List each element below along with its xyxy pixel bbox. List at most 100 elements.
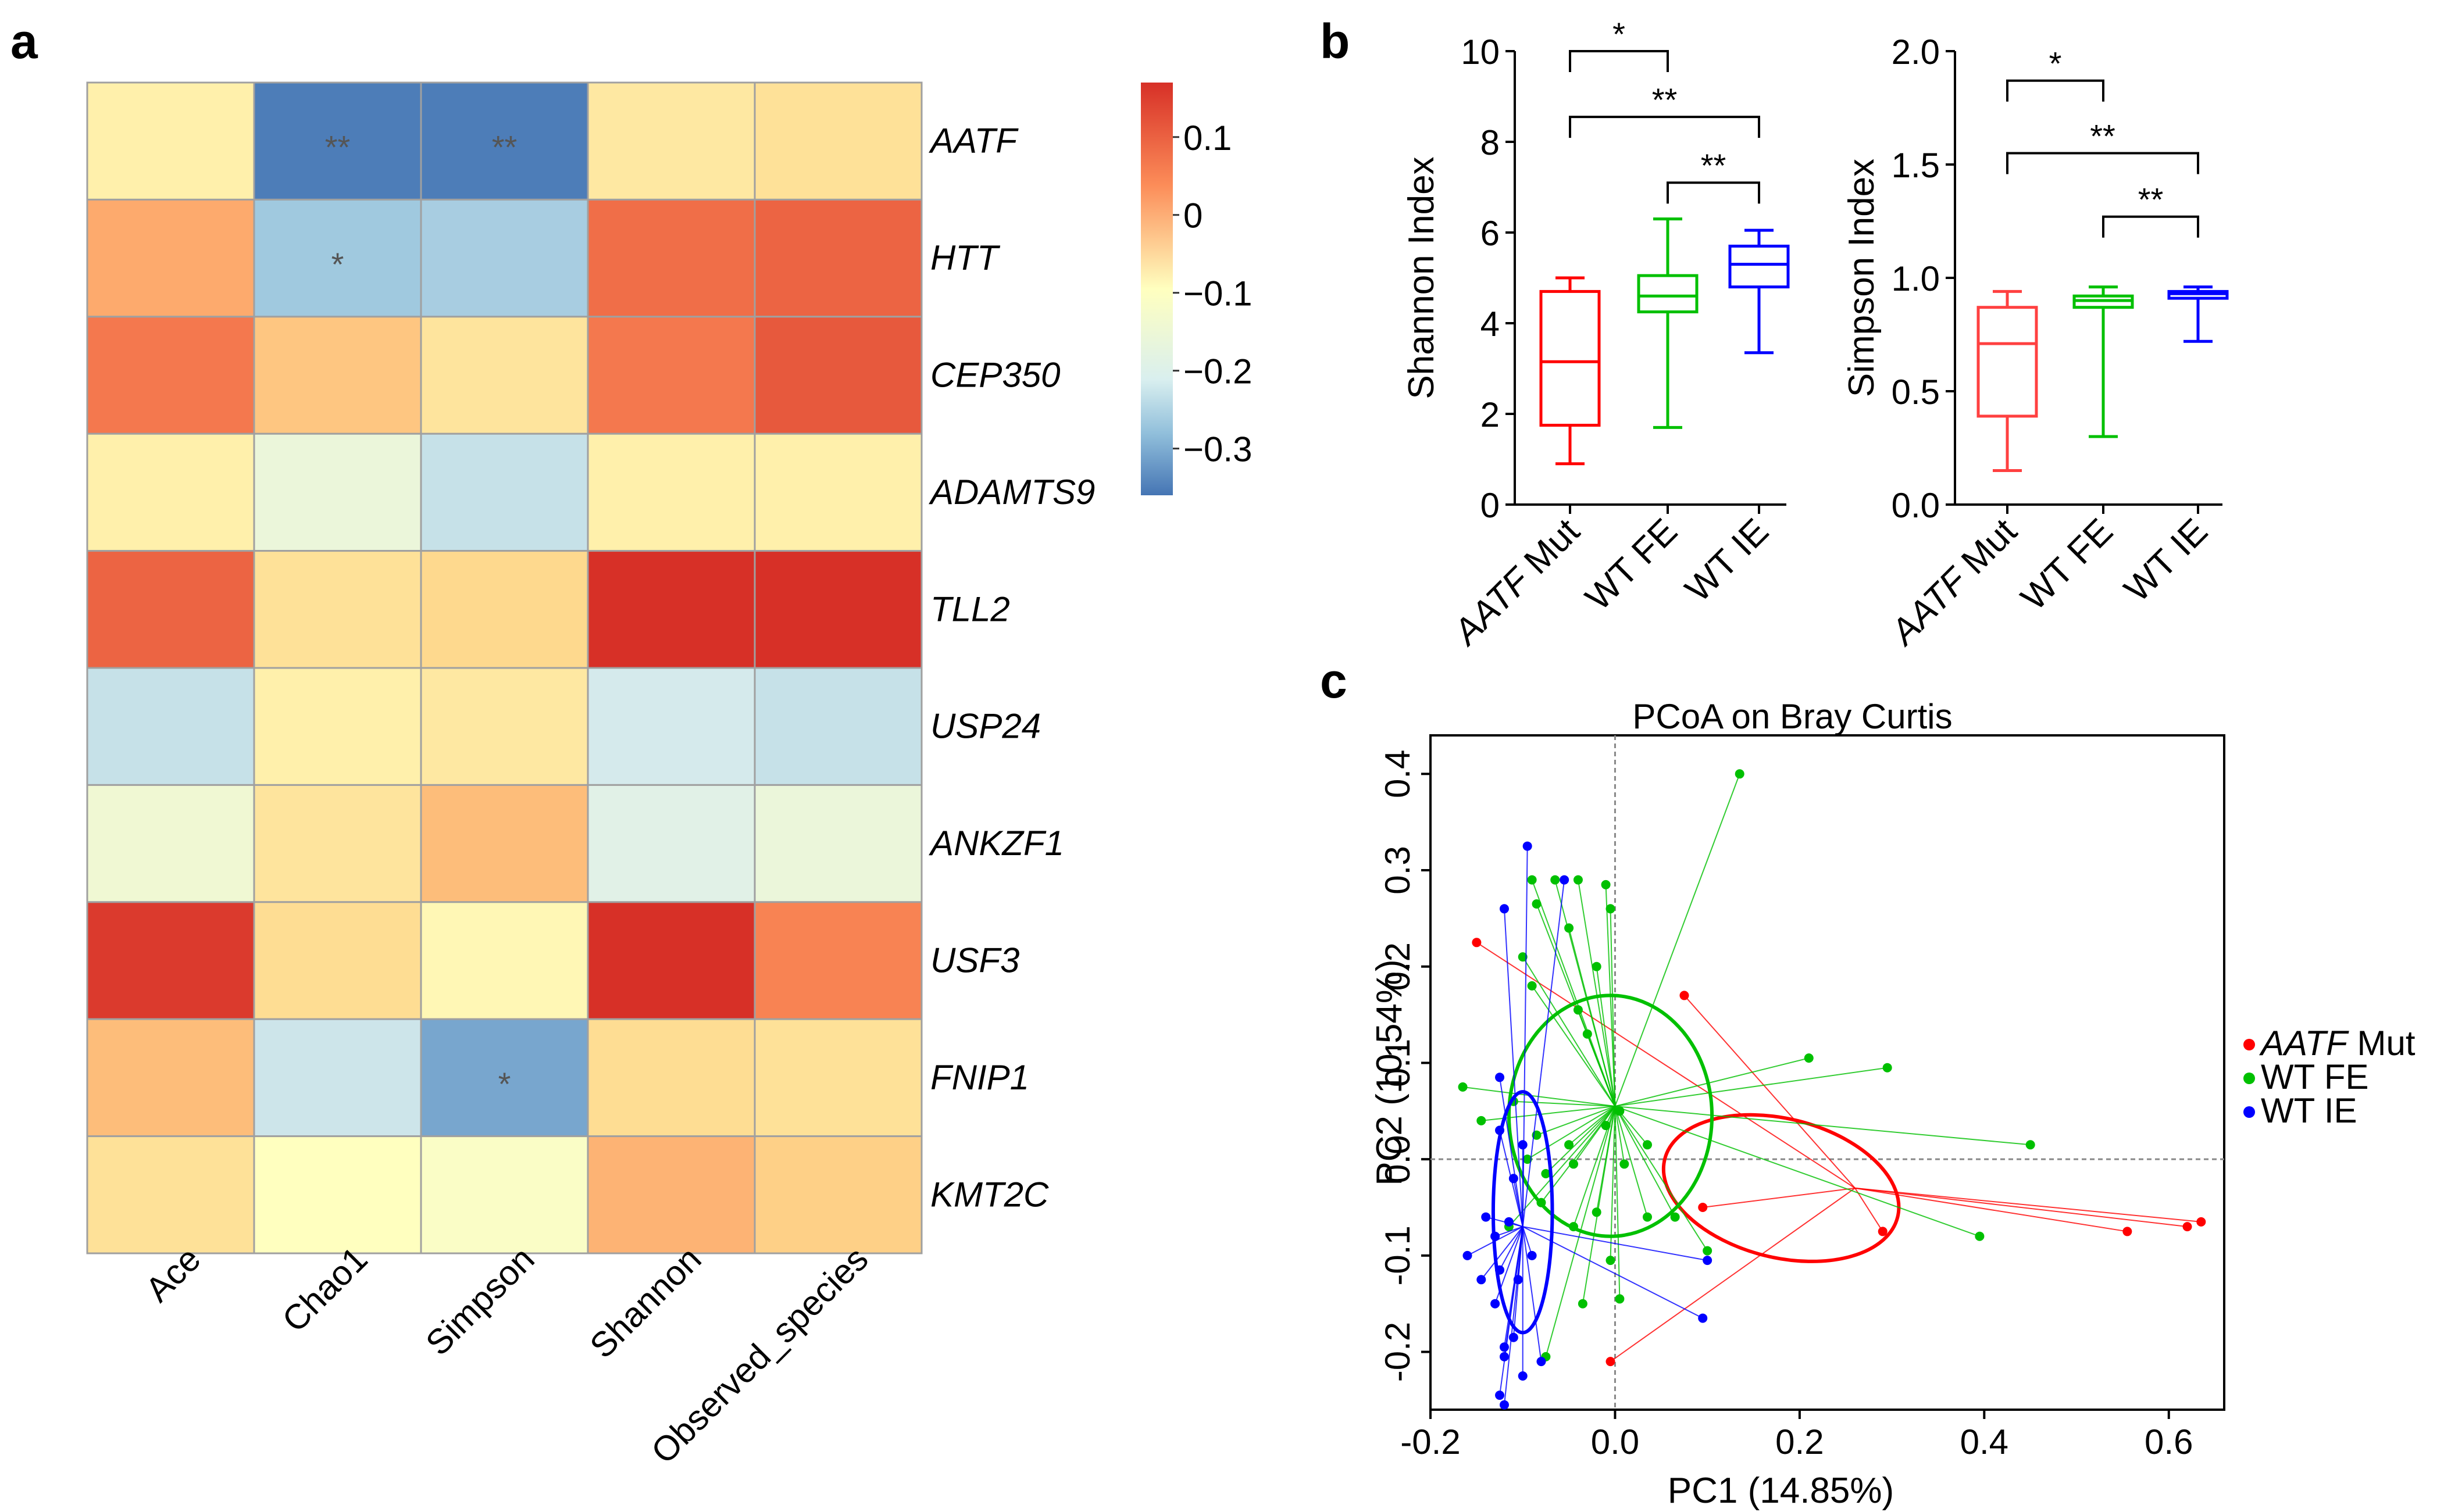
x-tick-label-text: WT IE bbox=[2117, 511, 2215, 610]
sample-point bbox=[1605, 1357, 1615, 1367]
sample-point bbox=[1582, 1029, 1592, 1039]
sample-point bbox=[1550, 875, 1560, 885]
heatmap-cell-TLL2-Ace bbox=[86, 550, 255, 669]
sample-point bbox=[1481, 1212, 1491, 1222]
heatmap-cell-USP24-Ace bbox=[86, 667, 255, 786]
spider-line bbox=[1545, 1106, 1616, 1174]
sample-point bbox=[1504, 1217, 1514, 1227]
sample-point bbox=[1532, 899, 1542, 909]
heatmap-cell-AATF-Ace bbox=[86, 81, 255, 201]
legend-label-italic: AATF bbox=[2259, 1024, 2349, 1063]
y-tick-label: 0 bbox=[1480, 486, 1500, 525]
heatmap-cell-USP24-Chao1 bbox=[253, 667, 422, 786]
heatmap-cell-USF3-Observed_species bbox=[754, 901, 923, 1020]
heatmap-row-label: FNIP1 bbox=[930, 1058, 1029, 1097]
sample-point bbox=[1527, 1250, 1537, 1260]
y-tick-label: 0.4 bbox=[1378, 750, 1417, 798]
spider-line bbox=[1703, 1187, 1856, 1208]
y-tick-label: -0.2 bbox=[1378, 1322, 1417, 1382]
heatmap-cell-KMT2C-Simpson bbox=[420, 1135, 589, 1254]
spider-line bbox=[1854, 1188, 1883, 1232]
sample-point bbox=[1679, 991, 1689, 1000]
sample-point bbox=[1564, 1140, 1574, 1150]
sample-point bbox=[1878, 1227, 1888, 1236]
sample-point bbox=[1513, 1275, 1523, 1285]
sample-point bbox=[1670, 1212, 1680, 1222]
y-tick-label: 4 bbox=[1480, 305, 1500, 344]
sample-point bbox=[1472, 938, 1482, 948]
y-tick-label: 1.0 bbox=[1892, 259, 1940, 298]
heatmap-cell-ADAMTS9-Ace bbox=[86, 432, 255, 552]
heatmap-row-label: USP24 bbox=[930, 707, 1041, 746]
significance-marker: * bbox=[1612, 16, 1625, 52]
spider-line bbox=[1610, 1188, 1856, 1362]
legend-marker bbox=[2243, 1106, 2255, 1118]
sample-point bbox=[1601, 1121, 1611, 1131]
sample-point bbox=[1601, 880, 1611, 889]
sample-point bbox=[1541, 1169, 1551, 1178]
sample-point bbox=[1573, 1005, 1583, 1015]
spider-line bbox=[1531, 985, 1616, 1107]
y-tick-label: 0.2 bbox=[1378, 942, 1417, 991]
spider-line bbox=[1577, 880, 1616, 1107]
heatmap-column-label: Simpson bbox=[418, 1239, 541, 1363]
sample-point bbox=[1495, 1391, 1505, 1400]
sample-point bbox=[2196, 1217, 2206, 1227]
sample-point bbox=[1569, 1222, 1579, 1232]
x-tick-label: WT IE bbox=[2117, 511, 2215, 610]
heatmap-cell-AATF-Simpson bbox=[420, 81, 589, 201]
spider-line bbox=[1568, 928, 1616, 1107]
x-tick-label: AATF Mut bbox=[1882, 511, 2025, 654]
sample-point bbox=[1495, 1073, 1505, 1082]
sample-point bbox=[1499, 1400, 1509, 1410]
heatmap-cell-ANKZF1-Shannon bbox=[587, 784, 756, 903]
legend-label: AATF Mut bbox=[2259, 1024, 2416, 1063]
colorbar-tick-label: −0.2 bbox=[1183, 352, 1252, 391]
significance-marker: ** bbox=[1701, 147, 1726, 184]
box-iqr bbox=[1637, 274, 1699, 314]
y-tick-label: -0.1 bbox=[1378, 1225, 1417, 1285]
heatmap-cell-FNIP1-Simpson bbox=[420, 1018, 589, 1138]
spider-line bbox=[1512, 1178, 1524, 1227]
spider-line bbox=[1568, 1106, 1616, 1146]
spider-line bbox=[1513, 1100, 1615, 1107]
x-tick-label: 0.0 bbox=[1591, 1422, 1639, 1461]
heatmap-cell-ADAMTS9-Simpson bbox=[420, 432, 589, 552]
spider-line bbox=[1503, 909, 1524, 1227]
heatmap-cell-CEP350-Simpson bbox=[420, 316, 589, 435]
pcoa-scatter: -0.2 0.0 0.2 0.4 0.6 -0.2 -0.1 0.0 0.1 0.2 0.3 0.4 P… bbox=[1369, 697, 2416, 1511]
sample-point bbox=[1499, 904, 1509, 914]
spider-line bbox=[1614, 1106, 1676, 1218]
heatmap-cell-ADAMTS9-Chao1 bbox=[253, 432, 422, 552]
heatmap-cell-FNIP1-Shannon bbox=[587, 1018, 756, 1138]
heatmap-cell-KMT2C-Observed_species bbox=[754, 1135, 923, 1254]
legend-label-text: Mut bbox=[2347, 1024, 2416, 1063]
spider-line bbox=[1522, 1226, 1533, 1256]
heatmap-cell-AATF-Chao1 bbox=[253, 81, 422, 201]
sample-point bbox=[1578, 1299, 1587, 1309]
spider-line bbox=[1615, 1057, 1809, 1107]
colorbar-tick-label: −0.1 bbox=[1183, 274, 1252, 313]
spider-line bbox=[1503, 1227, 1524, 1405]
y-tick-label: 0.5 bbox=[1892, 373, 1940, 412]
heatmap-row-label: ADAMTS9 bbox=[929, 473, 1095, 512]
significance-bracket bbox=[1569, 50, 1669, 72]
heatmap-cell-KMT2C-Chao1 bbox=[253, 1135, 422, 1254]
sample-point bbox=[1882, 1063, 1892, 1073]
spider-line bbox=[1596, 966, 1616, 1107]
legend-label-text: WT IE bbox=[2261, 1091, 2357, 1130]
heatmap-cell-KMT2C-Ace bbox=[86, 1135, 255, 1254]
heatmap-cell-ADAMTS9-Shannon bbox=[587, 432, 756, 552]
heatmap-cell-HTT-Ace bbox=[86, 198, 255, 318]
heatmap-cell-ANKZF1-Observed_species bbox=[754, 784, 923, 903]
sample-point bbox=[1703, 1246, 1712, 1256]
spider-line bbox=[1499, 1227, 1524, 1396]
colorbar-tick-label: −0.3 bbox=[1183, 430, 1252, 469]
significance-marker: ** bbox=[492, 129, 518, 166]
sample-point bbox=[1536, 1357, 1546, 1367]
sample-point bbox=[2182, 1222, 2192, 1232]
spider-line bbox=[1494, 1226, 1524, 1237]
significance-bracket bbox=[2006, 79, 2104, 102]
panel-label-c: c bbox=[1320, 653, 1347, 708]
